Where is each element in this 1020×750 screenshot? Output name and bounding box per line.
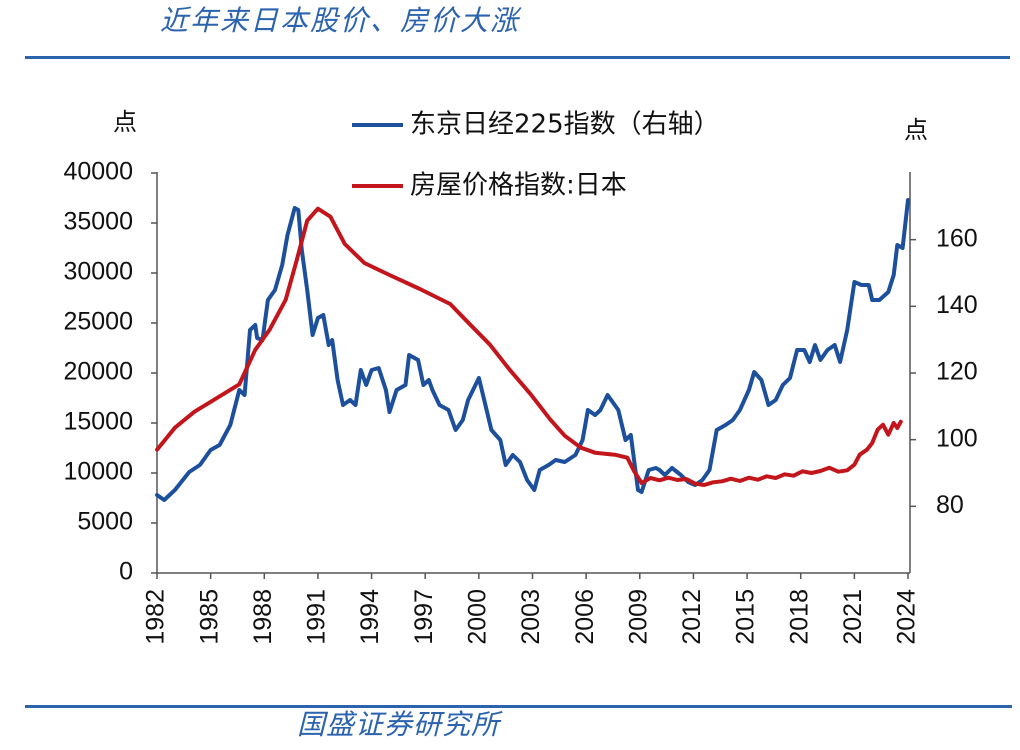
header-rule	[25, 56, 1010, 59]
x-tick-label: 1982	[142, 589, 170, 645]
x-tick-label: 2024	[893, 589, 921, 645]
left-y-tick-label: 0	[119, 558, 133, 586]
left-y-tick-label: 5000	[77, 508, 133, 536]
left-y-tick-label: 35000	[63, 208, 133, 236]
x-tick-label: 2000	[463, 589, 491, 645]
series-line-house-price	[155, 206, 903, 487]
axes: 0 5000 10000 15000 20000 25000 30000 35000 40000…	[63, 158, 977, 645]
x-tick-label: 1988	[249, 589, 277, 645]
series-lines	[155, 198, 910, 502]
left-y-tick-label: 10000	[63, 458, 133, 486]
x-tick-label: 2006	[571, 589, 599, 645]
x-tick-label: 2021	[839, 589, 867, 645]
x-tick-label: 1997	[410, 589, 438, 645]
footer-rule	[25, 705, 1012, 708]
legend: 东京日经225指数（右轴） 房屋价格指数:日本	[352, 110, 720, 201]
x-tick-label: 2012	[678, 589, 706, 645]
page-title: 近年来日本股价、房价大涨	[160, 4, 521, 37]
x-tick-label: 2018	[785, 589, 813, 645]
left-y-tick-label: 15000	[63, 408, 133, 436]
right-y-tick-label: 120	[936, 358, 978, 386]
x-tick-label: 2009	[624, 589, 652, 645]
left-axis-unit-label: 点	[113, 108, 137, 136]
right-y-tick-label: 100	[936, 424, 978, 452]
x-tick-label: 2015	[732, 589, 760, 645]
legend-label-nikkei: 东京日经225指数（右轴）	[410, 110, 720, 140]
right-y-tick-label: 140	[936, 291, 978, 319]
x-tick-label: 1985	[195, 589, 223, 645]
x-tick-label: 1994	[356, 589, 384, 645]
right-y-tick-label: 160	[936, 224, 978, 252]
left-y-tick-label: 30000	[63, 258, 133, 286]
left-y-tick-label: 40000	[63, 158, 133, 186]
source-label: 国盛证券研究所	[297, 708, 501, 741]
left-y-tick-label: 20000	[63, 358, 133, 386]
x-tick-label: 2003	[517, 589, 545, 645]
right-y-tick-label: 80	[936, 491, 964, 519]
legend-label-house-price: 房屋价格指数:日本	[410, 171, 627, 201]
right-axis-unit-label: 点	[904, 116, 928, 144]
series-line-nikkei	[155, 198, 910, 502]
left-y-tick-label: 25000	[63, 308, 133, 336]
x-tick-label: 1991	[303, 589, 331, 645]
